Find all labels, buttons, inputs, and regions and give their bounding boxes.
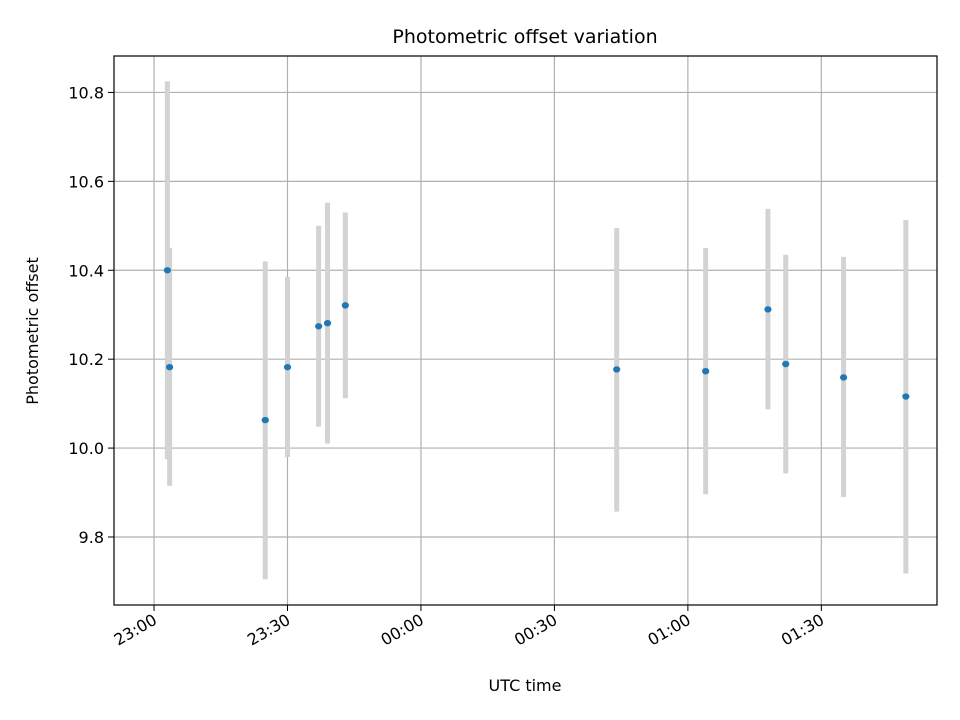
data-point [315,323,323,330]
y-tick-label: 10.2 [68,350,104,369]
x-tick-label: 01:00 [644,610,693,650]
x-tick-label: 00:30 [511,610,560,650]
data-point [764,306,772,313]
x-tick-label: 01:30 [778,610,827,650]
y-tick-label: 9.8 [79,528,104,547]
y-axis-ticks: 9.8 10.0 10.2 10.4 10.6 10.8 [68,83,114,547]
chart-title: Photometric offset variation [392,26,657,48]
error-bars [164,81,909,580]
data-point [702,367,710,375]
y-tick-label: 10.6 [68,172,104,191]
y-axis-label: Photometric offset [23,257,42,405]
plot-frame [113,55,938,606]
data-point [341,302,349,309]
data-point [163,267,171,274]
data-points [163,267,910,424]
data-point [839,374,848,381]
x-axis-ticks: 23:00 23:30 00:00 00:30 01:00 01:30 [111,605,827,650]
data-point [166,363,174,371]
x-tick-label: 00:00 [378,610,427,650]
x-tick-label: 23:30 [244,610,293,650]
data-point [283,363,292,371]
x-axis-label: UTC time [489,676,562,695]
y-tick-label: 10.0 [68,439,104,458]
data-point [902,393,910,400]
data-point [261,416,269,424]
data-point [323,319,332,327]
data-point [613,366,621,373]
y-tick-label: 10.4 [68,261,104,280]
gridlines [114,56,937,605]
data-point [782,360,790,368]
y-tick-label: 10.8 [68,83,104,102]
x-tick-label: 23:00 [111,610,160,650]
